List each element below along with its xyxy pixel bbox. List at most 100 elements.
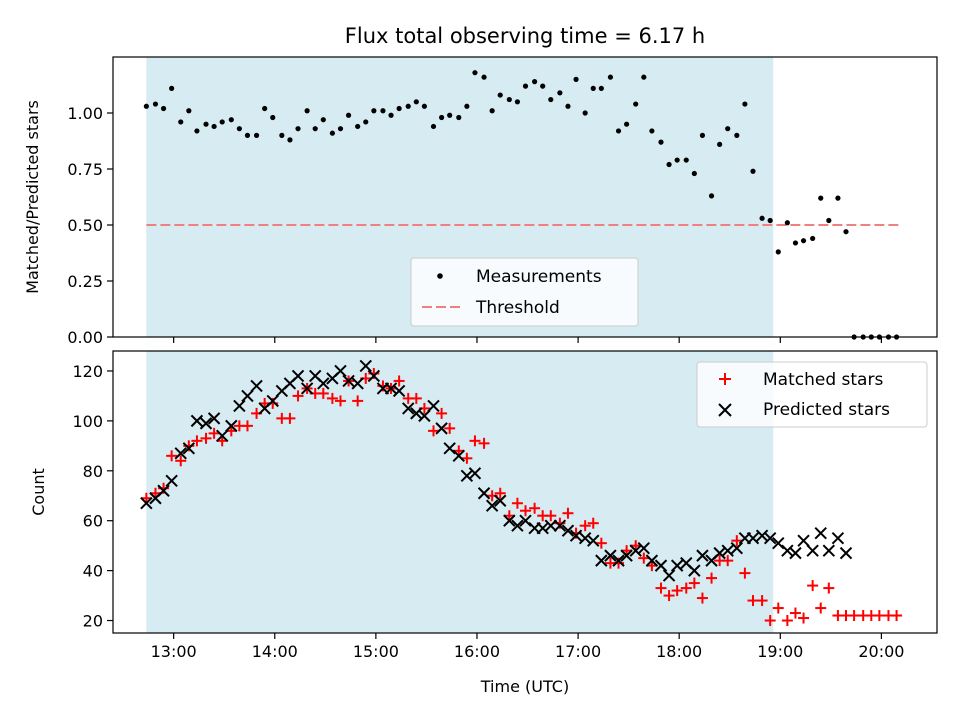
measurement-point <box>456 114 462 121</box>
y-axis-label: Matched/Predicted stars <box>23 100 42 294</box>
x-tick-label: 17:00 <box>555 642 601 661</box>
predicted-star-point <box>696 549 709 562</box>
measurement-point <box>211 123 217 130</box>
predicted-star-point <box>182 442 196 455</box>
matched-star-point <box>823 582 835 594</box>
predicted-star-point <box>822 544 836 557</box>
measurement-point <box>178 119 184 125</box>
predicted-star-point <box>250 379 263 393</box>
measurement-point <box>540 83 546 89</box>
measurement-point <box>413 99 419 105</box>
matched-star-point <box>562 507 574 519</box>
predicted-star-point <box>831 531 845 545</box>
x-tick-label: 20:00 <box>858 642 904 661</box>
measurement-point <box>742 101 748 107</box>
measurement-point <box>691 170 697 177</box>
measurement-point <box>160 105 167 112</box>
matched-star-point <box>663 590 675 602</box>
x-tick-label: 18:00 <box>656 642 702 661</box>
measurement-point <box>641 74 647 80</box>
matched-star-point <box>545 510 557 522</box>
measurement-point <box>590 85 596 91</box>
y-tick-label: 0.75 <box>67 160 103 179</box>
measurement-point <box>573 76 579 82</box>
predicted-star-point <box>544 519 557 532</box>
x-tick-label: 16:00 <box>454 642 500 661</box>
predicted-star-point <box>215 429 229 443</box>
chart-title: Flux total observing time = 6.17 h <box>345 24 705 48</box>
predicted-star-point <box>569 529 583 542</box>
measurement-point <box>522 83 529 89</box>
measurement-point <box>818 195 824 201</box>
predicted-star-point <box>351 377 364 390</box>
matched-star-point <box>781 615 793 627</box>
measurement-point <box>759 215 765 221</box>
measurement-point <box>337 126 344 132</box>
predicted-star-point <box>620 549 633 562</box>
counts-panel: 20 40 60 80 100 120 13:00 14:00 15:00 16:00 17:00 1… <box>29 350 938 696</box>
matched-star-point <box>706 572 718 584</box>
matched-star-point <box>520 505 532 517</box>
predicted-star-point <box>165 474 178 487</box>
predicted-star-point <box>334 364 347 378</box>
measurement-point <box>810 235 816 242</box>
predicted-star-point <box>427 399 440 413</box>
predicted-star-point <box>519 514 532 527</box>
matched-star-point <box>731 535 743 547</box>
measurement-point <box>447 112 453 118</box>
measurement-point <box>633 101 639 107</box>
measurement-point <box>784 220 790 226</box>
matched-star-point <box>494 487 506 499</box>
measurement-point <box>767 217 773 224</box>
legend-predicted-label: Predicted stars <box>763 400 890 420</box>
predicted-star-point <box>730 541 744 555</box>
panel-2-frame <box>112 350 938 634</box>
measurement-point <box>345 112 352 118</box>
legend-box <box>696 361 928 428</box>
matched-star-point <box>292 390 304 402</box>
predicted-star-point <box>595 554 608 567</box>
matched-star-point <box>891 610 903 622</box>
matched-star-point <box>436 407 448 419</box>
predicted-star-point <box>367 369 381 383</box>
matched-star-point <box>579 520 591 532</box>
predicted-star-point <box>511 519 524 532</box>
matched-stars-series <box>140 367 903 627</box>
predicted-star-point <box>553 519 567 532</box>
measurement-point <box>287 137 293 143</box>
matched-star-point <box>529 502 541 514</box>
matched-star-point <box>815 602 827 614</box>
matched-star-point <box>393 375 405 387</box>
measurement-point <box>371 108 377 114</box>
y-tick-label: 40 <box>83 562 103 581</box>
measurement-point <box>800 238 807 244</box>
predicted-star-point <box>140 497 153 510</box>
predicted-star-point <box>839 546 853 560</box>
matched-star-point <box>595 537 607 549</box>
matched-star-point <box>655 582 667 594</box>
matched-star-point <box>798 612 810 624</box>
x-tick-label: 14:00 <box>252 642 298 661</box>
legend-predicted-marker <box>718 403 732 417</box>
measurement-point <box>421 103 428 109</box>
predicted-star-point <box>713 546 726 560</box>
measurement-point <box>279 132 285 138</box>
measurement-point <box>666 161 672 168</box>
measurement-point <box>506 96 512 103</box>
matched-star-point <box>410 392 422 404</box>
predicted-star-point <box>241 389 254 403</box>
measurements-series <box>143 70 900 340</box>
predicted-star-point <box>468 467 482 480</box>
predicted-star-point <box>503 514 516 527</box>
measurement-point <box>244 132 251 138</box>
measurement-point <box>598 85 604 91</box>
predicted-star-point <box>561 524 575 537</box>
predicted-star-point <box>392 384 406 398</box>
predicted-star-point <box>536 521 549 535</box>
y-tick-label: 80 <box>83 462 103 481</box>
predicted-star-point <box>174 447 187 460</box>
predicted-star-point <box>225 419 238 433</box>
predicted-star-point <box>157 484 170 497</box>
measurement-point <box>826 217 832 224</box>
predicted-stars-series <box>140 359 853 582</box>
